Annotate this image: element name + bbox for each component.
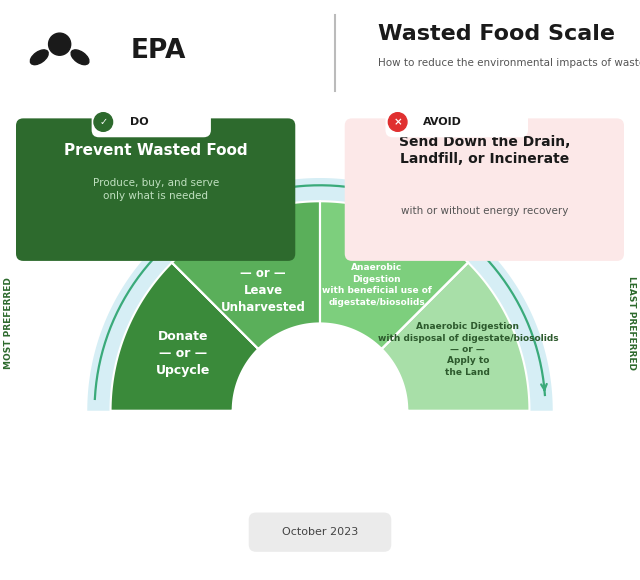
FancyBboxPatch shape: [345, 118, 624, 261]
Text: with or without energy recovery: with or without energy recovery: [401, 206, 568, 216]
Polygon shape: [381, 263, 529, 411]
Text: Compost
— or —
Anaerobic
Digestion
with beneficial use of
digestate/biosolids: Compost — or — Anaerobic Digestion with …: [322, 241, 432, 307]
Text: AVOID: AVOID: [423, 117, 461, 127]
FancyBboxPatch shape: [92, 107, 211, 137]
Text: October 2023: October 2023: [282, 527, 358, 537]
Ellipse shape: [30, 50, 48, 64]
Text: How to reduce the environmental impacts of wasted food: How to reduce the environmental impacts …: [378, 58, 640, 68]
Polygon shape: [111, 263, 259, 411]
Polygon shape: [320, 201, 468, 349]
Text: EPA: EPA: [131, 38, 186, 64]
Text: Wasted Food Scale: Wasted Food Scale: [378, 24, 615, 44]
Ellipse shape: [71, 50, 89, 64]
Text: ✓: ✓: [99, 117, 108, 127]
Polygon shape: [87, 414, 553, 434]
FancyBboxPatch shape: [385, 107, 528, 137]
Circle shape: [388, 113, 407, 131]
Text: Feed
Animals
— or —
Leave
Unharvested: Feed Animals — or — Leave Unharvested: [221, 233, 306, 314]
Text: ×: ×: [394, 117, 402, 127]
Circle shape: [94, 113, 113, 131]
Text: DO: DO: [131, 117, 149, 127]
Text: Prevent Wasted Food: Prevent Wasted Food: [64, 143, 248, 158]
Text: Send Down the Drain,
Landfill, or Incinerate: Send Down the Drain, Landfill, or Incine…: [399, 135, 570, 166]
Text: Produce, buy, and serve
only what is needed: Produce, buy, and serve only what is nee…: [93, 178, 219, 201]
Circle shape: [49, 33, 70, 55]
Text: Anaerobic Digestion
with disposal of digestate/biosolids
— or —
Apply to
the Lan: Anaerobic Digestion with disposal of dig…: [378, 322, 558, 377]
FancyBboxPatch shape: [249, 513, 391, 552]
Text: MOST PREFERRED: MOST PREFERRED: [4, 277, 13, 369]
Text: Donate
— or —
Upcycle: Donate — or — Upcycle: [156, 331, 210, 378]
Polygon shape: [233, 324, 407, 411]
Polygon shape: [172, 201, 320, 349]
Text: LEAST PREFERRED: LEAST PREFERRED: [627, 277, 636, 371]
Polygon shape: [87, 178, 553, 411]
FancyBboxPatch shape: [16, 118, 295, 261]
